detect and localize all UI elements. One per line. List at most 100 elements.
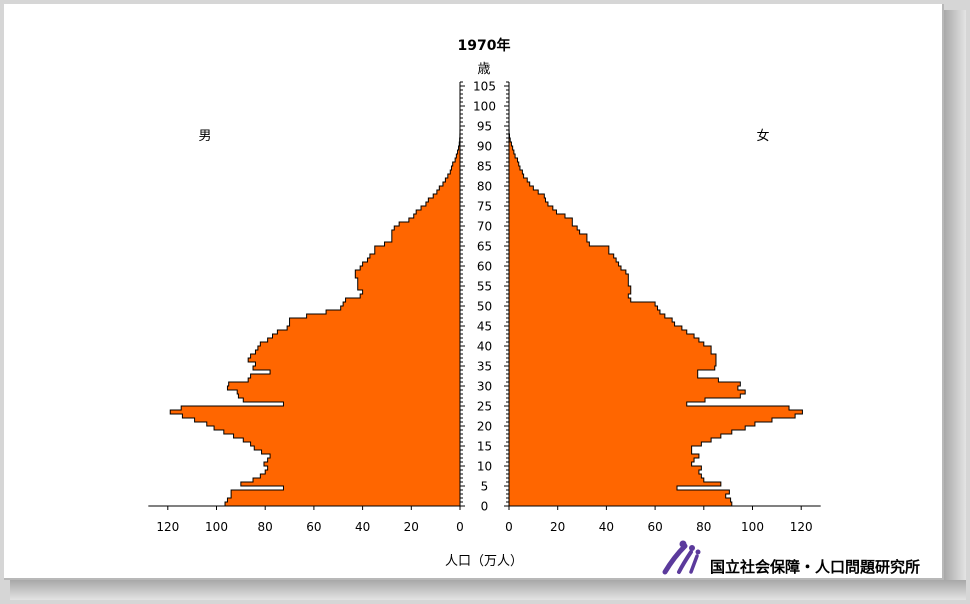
female-bar-age-15 [509,442,702,447]
age-tick-label: 100 [473,100,496,114]
female-bar-age-51 [509,298,631,303]
female-bar-age-73 [509,210,557,215]
male-bar-age-19 [214,426,460,431]
female-bar-age-77 [509,194,545,199]
age-tick-label: 65 [477,240,492,254]
x-tick-label-right: 0 [505,520,513,534]
female-bar-age-37 [509,354,716,359]
female-bar-age-88 [509,150,514,155]
male-bar-age-70 [399,222,461,227]
female-bar-age-16 [509,438,712,443]
male-bar-age-46 [289,318,460,323]
age-tick-label: 30 [477,380,492,394]
female-bar-age-0 [509,502,732,507]
male-bar-age-22 [182,414,460,419]
female-bar-age-46 [509,318,673,323]
age-tick-label: 0 [481,500,489,514]
male-bar-age-88 [457,150,460,155]
male-bar-age-79 [439,186,460,191]
female-bar-age-50 [509,302,656,307]
age-tick-label: 70 [477,220,492,234]
female-bar-age-86 [509,158,518,163]
female-bar-age-14 [509,446,692,451]
female-bar-age-72 [509,214,566,219]
male-bar-age-60 [362,262,460,267]
male-bar-age-86 [455,158,460,163]
x-tick-label-left: 80 [258,520,273,534]
male-bar-age-58 [355,270,460,275]
female-bar-age-56 [509,278,629,283]
male-bar-age-64 [374,246,460,251]
age-tick-label: 50 [477,300,492,314]
female-bar-age-41 [509,338,699,343]
male-bar-age-29 [227,386,460,391]
male-bar-age-40 [260,342,460,347]
female-bar-age-87 [509,154,516,159]
male-bar-age-10 [263,462,460,467]
male-bar-age-4 [283,486,460,491]
female-bar-age-70 [509,222,573,227]
female-bar-age-8 [509,470,699,475]
female-bar-age-53 [509,290,631,295]
age-tick-label: 20 [477,420,492,434]
male-bar-age-12 [270,454,460,459]
female-bar-age-62 [509,254,614,259]
male-bar-age-33 [270,370,460,375]
x-tick-label-left: 100 [205,520,228,534]
male-bar-age-20 [206,422,460,427]
male-bar-age-77 [433,194,460,199]
female-bar-age-7 [509,474,702,479]
female-bar-age-54 [509,286,631,291]
female-bar-age-26 [509,398,706,403]
male-bar-age-78 [436,190,460,195]
male-bar-age-27 [238,394,460,399]
female-bar-age-42 [509,334,695,339]
female-bar-age-21 [509,418,772,423]
female-bar-age-20 [509,422,755,427]
male-bar-age-36 [248,358,460,363]
male-bar-age-89 [458,146,460,151]
age-axis-label: 歳 [477,62,490,77]
female-bar-age-66 [509,238,587,243]
male-bar-age-75 [425,202,460,207]
age-tick-labels: 0 5 10 15 20 25 30 35 40 45 50 55 60 65 70 75 80 85 90 95 10… [473,80,496,514]
male-bar-age-87 [456,154,460,159]
chart-title: 1970年 [458,37,511,54]
male-bar-age-48 [326,310,460,315]
male-bar-age-68 [391,230,460,235]
female-bar-age-11 [509,458,695,463]
male-bar-age-76 [428,198,461,203]
age-tick-label: 90 [477,140,492,154]
male-bar-age-14 [254,446,460,451]
male-label: 男 [198,129,211,144]
age-tick-label: 10 [477,460,492,474]
age-tick-label: 35 [477,360,492,374]
female-bar-age-5 [509,482,721,487]
x-tick-label-left: 0 [456,520,464,534]
female-bar-age-69 [509,226,578,231]
male-bar-age-5 [240,482,460,487]
female-bar-age-33 [509,370,698,375]
male-bar-age-85 [452,162,460,167]
male-bar-age-30 [228,382,460,387]
male-bar-age-21 [194,418,460,423]
male-bar-age-55 [357,282,460,287]
male-bar-age-54 [357,286,460,291]
female-bar-age-13 [509,450,692,455]
age-tick-label: 5 [481,480,489,494]
female-bar-age-4 [509,486,678,491]
age-tick-label: 25 [477,400,492,414]
frame-shadow-right [944,10,966,600]
female-bar-age-3 [509,490,730,495]
age-tick-label: 80 [477,180,492,194]
male-bar-age-31 [248,378,460,383]
female-bar-age-44 [509,326,682,331]
org-name: 国立社会保障・人口問題研究所 [710,558,920,576]
female-bar-age-55 [509,282,629,287]
chart-panel [4,4,944,580]
male-bar-age-72 [413,214,461,219]
male-bar-age-34 [253,366,460,371]
x-tick-label-right: 20 [550,520,565,534]
